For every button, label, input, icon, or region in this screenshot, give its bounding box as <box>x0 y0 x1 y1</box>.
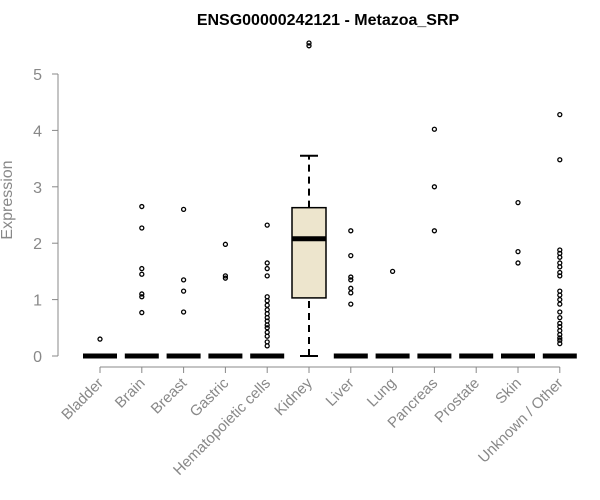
chart-title: ENSG00000242121 - Metazoa_SRP <box>197 12 460 29</box>
outlier-point <box>264 273 270 279</box>
outlier-point <box>180 309 187 315</box>
x-tick-label: Lung <box>364 375 400 411</box>
outlier-point <box>557 269 563 276</box>
box-hematopoietic-cells <box>250 222 285 359</box>
y-tick-label: 5 <box>33 67 42 84</box>
box-lung <box>375 268 410 359</box>
outlier-point <box>264 329 270 335</box>
box-brain <box>124 203 159 359</box>
outlier-point <box>515 260 521 266</box>
y-tick-label: 4 <box>33 123 42 140</box>
outlier-point <box>557 309 563 315</box>
outlier-point <box>264 222 270 228</box>
outlier-point <box>348 301 354 307</box>
outlier-point <box>306 43 312 49</box>
outlier-point <box>222 241 229 247</box>
outlier-point <box>180 206 187 213</box>
outlier-point <box>139 309 145 316</box>
outlier-point <box>431 184 438 190</box>
y-tick-label: 3 <box>33 180 42 197</box>
outlier-point <box>557 296 563 303</box>
y-axis-label: Expression <box>0 160 16 239</box>
boxes-group <box>83 40 577 359</box>
outlier-point <box>348 228 354 234</box>
outlier-point <box>557 247 563 253</box>
outlier-point <box>431 126 438 132</box>
outlier-point <box>515 249 521 255</box>
x-tick-label: Skin <box>492 375 525 408</box>
outlier-point <box>348 252 354 259</box>
outlier-point <box>264 325 270 331</box>
y-tick-label: 0 <box>33 349 42 366</box>
outlier-point <box>264 307 270 313</box>
outlier-point <box>431 228 438 234</box>
x-tick-label: Kidney <box>271 374 316 419</box>
x-tick-label: Breast <box>148 374 191 417</box>
outlier-point <box>222 273 229 279</box>
outlier-point <box>557 320 563 326</box>
x-tick-label: Prostate <box>431 375 483 427</box>
box-unknown-other <box>542 111 577 359</box>
outlier-point <box>557 288 563 294</box>
outlier-point <box>139 265 145 272</box>
box-liver <box>333 228 368 359</box>
outlier-point <box>557 157 563 163</box>
outlier-point <box>222 275 229 281</box>
outlier-point <box>139 291 145 297</box>
outlier-point <box>348 274 354 280</box>
x-tick-label: Bladder <box>58 375 107 424</box>
x-tick-label: Brain <box>112 375 149 412</box>
outlier-point <box>180 277 187 283</box>
box-pancreas <box>417 126 452 359</box>
outlier-point <box>348 277 354 283</box>
outlier-point <box>557 301 563 307</box>
outlier-point <box>264 339 270 345</box>
outlier-point <box>180 288 187 294</box>
y-tick-label: 2 <box>33 236 42 253</box>
y-axis: 0 1 2 3 4 5 <box>33 67 59 366</box>
outlier-point <box>264 260 270 266</box>
outlier-point <box>264 294 270 300</box>
box-bladder <box>83 336 117 359</box>
x-tick-label: Liver <box>323 375 358 410</box>
outlier-point <box>264 302 270 308</box>
outlier-point <box>515 199 521 206</box>
outlier-point <box>139 225 145 231</box>
outlier-point <box>389 268 396 275</box>
outlier-point <box>557 337 563 343</box>
outlier-point <box>306 40 312 46</box>
outlier-point <box>348 285 354 291</box>
y-tick-label: 1 <box>33 293 42 310</box>
box-gastric <box>208 241 243 359</box>
outlier-point <box>557 111 563 118</box>
outlier-point <box>348 290 354 296</box>
box-breast <box>166 206 201 359</box>
outlier-point <box>557 314 563 321</box>
outlier-point <box>139 271 145 277</box>
outlier-point <box>97 336 103 342</box>
box-skin <box>501 199 535 359</box>
outlier-point <box>557 260 563 266</box>
outlier-point <box>139 294 145 300</box>
outlier-point <box>139 203 145 210</box>
box-rect <box>291 206 327 299</box>
outlier-point <box>264 265 270 272</box>
box-kidney <box>291 40 327 357</box>
